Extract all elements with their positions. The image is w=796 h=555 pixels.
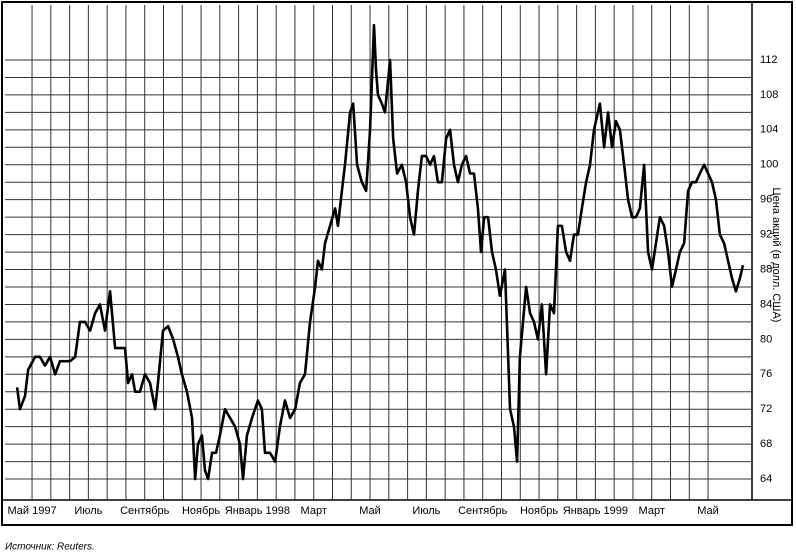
x-tick-label: Июль [74, 505, 102, 517]
source-note: Источник: Reuters. [5, 542, 95, 553]
x-tick-label: Ноябрь [520, 505, 558, 517]
x-tick-label: Ноябрь [182, 505, 220, 517]
x-tick-label: Сентябрь [120, 505, 170, 517]
y-tick-label: 92 [760, 229, 772, 241]
y-tick-label: 108 [760, 89, 778, 101]
y-tick-label: 64 [760, 473, 772, 485]
y-axis-title: Цена акций (в долл. США) [770, 188, 782, 323]
x-tick-label: Май 1997 [8, 505, 57, 517]
y-tick-label: 96 [760, 194, 772, 206]
y-tick-label: 76 [760, 368, 772, 380]
y-tick-label: 100 [760, 159, 778, 171]
x-tick-label: Июль [412, 505, 440, 517]
price-line [15, 23, 745, 481]
y-tick-label: 84 [760, 298, 772, 310]
y-tick-label: 72 [760, 403, 772, 415]
x-tick-label: Сентябрь [458, 505, 508, 517]
y-tick-label: 88 [760, 263, 772, 275]
y-tick-label: 80 [760, 333, 772, 345]
x-tick-label: Январь 1999 [563, 505, 628, 517]
x-tick-label: Март [639, 505, 665, 517]
y-tick-label: 68 [760, 438, 772, 450]
y-tick-label: 104 [760, 124, 778, 136]
x-tick-label: Май [697, 505, 719, 517]
y-tick-label: 112 [760, 54, 778, 66]
x-tick-label: Март [301, 505, 327, 517]
x-tick-label: Май [359, 505, 381, 517]
x-tick-label: Январь 1998 [225, 505, 290, 517]
frame [1, 1, 793, 526]
